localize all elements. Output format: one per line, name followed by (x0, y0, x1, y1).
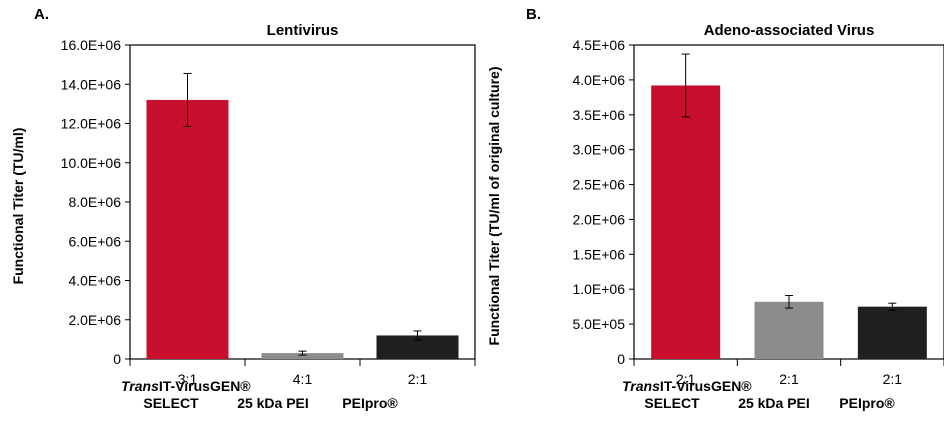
y-tick-label: 4.0E+06 (68, 273, 121, 289)
bar-chart-lentivirus: 0 2.0E+06 4.0E+06 6.0E+06 8.0E+06 10.0E+06 12.… (61, 37, 476, 387)
y-tick-label: 5.0E+05 (572, 316, 625, 332)
reagent-label-peipro: PEIpro® (832, 395, 902, 412)
reagent-label-transit: TransIT-VirusGEN® SELECT (622, 378, 752, 412)
y-tick-label: 3.5E+06 (572, 107, 625, 123)
reagent-name-italic: Trans (121, 378, 159, 394)
reagent-label-transit: TransIT-VirusGEN® SELECT (121, 378, 251, 412)
y-tick-label: 0 (113, 351, 121, 367)
chart-title: Adeno-associated Virus (703, 22, 875, 39)
chart-panel-aav: B. Adeno-associated Virus Functional Tit… (472, 0, 944, 445)
panel-letter: A. (34, 6, 49, 23)
y-tick-label: 2.0E+06 (68, 312, 121, 328)
y-tick-label: 10.0E+06 (61, 155, 122, 171)
bar (376, 335, 459, 359)
y-tick-label: 6.0E+06 (68, 233, 121, 249)
reagent-label-pei: 25 kDa PEI (228, 395, 318, 412)
reagent-name-line2: 25 kDa PEI (738, 395, 810, 411)
reagent-name-italic: Trans (622, 378, 660, 394)
bar (754, 301, 824, 359)
x-tick-label: 4:1 (293, 371, 313, 387)
y-tick-label: 4.5E+06 (572, 37, 625, 53)
bar-chart-aav: 0 5.0E+05 1.0E+06 1.5E+06 2.0E+06 2.5E+06 3.0E… (572, 37, 944, 387)
y-tick-label: 4.0E+06 (572, 72, 625, 88)
reagent-name-line2: PEIpro® (342, 395, 398, 411)
y-tick-label: 1.5E+06 (572, 246, 625, 262)
chart-panel-lentivirus: A. Lentivirus Functional Titer (TU/ml) 0… (10, 6, 476, 412)
x-tick-label: 2:1 (883, 371, 903, 387)
x-tick-label: 2:1 (779, 371, 799, 387)
y-tick-label: 3.0E+06 (572, 142, 625, 158)
y-tick-label: 16.0E+06 (61, 37, 122, 53)
y-tick-label: 2.5E+06 (572, 177, 625, 193)
x-tick-label: 3:1 (178, 371, 198, 387)
reagent-name: IT-VirusGEN® (659, 378, 752, 394)
chart-title: Lentivirus (266, 22, 339, 39)
x-tick-label: 2:1 (408, 371, 428, 387)
y-tick-label: 8.0E+06 (68, 194, 121, 210)
bar (857, 306, 927, 359)
y-tick-label: 14.0E+06 (61, 76, 122, 92)
reagent-name-line2: 25 kDa PEI (237, 395, 309, 411)
reagent-name: IT-VirusGEN® (158, 378, 251, 394)
bar (146, 99, 229, 359)
y-tick-label: 1.0E+06 (572, 281, 625, 297)
reagent-label-peipro: PEIpro® (335, 395, 405, 412)
reagent-name-line2: SELECT (644, 395, 700, 411)
x-tick-label: 2:1 (676, 371, 696, 387)
panel-letter: B. (526, 6, 541, 23)
bar (651, 85, 721, 360)
reagent-label-pei: 25 kDa PEI (729, 395, 819, 412)
y-tick-label: 0 (617, 351, 625, 367)
reagent-name-line2: SELECT (143, 395, 199, 411)
y-tick-label: 12.0E+06 (61, 116, 122, 132)
reagent-name-line2: PEIpro® (839, 395, 895, 411)
bar (261, 353, 344, 359)
y-tick-label: 2.0E+06 (572, 211, 625, 227)
